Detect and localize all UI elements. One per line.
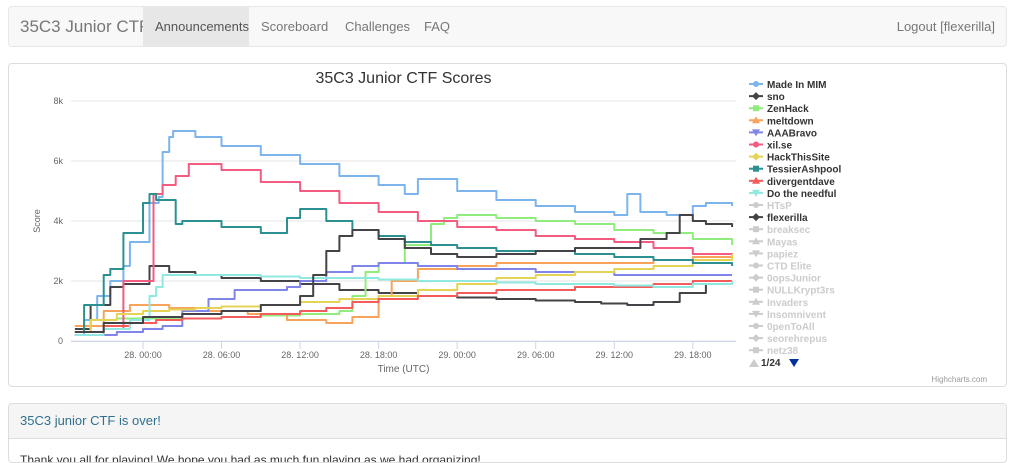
logout-link[interactable]: Logout [flexerilla] — [896, 19, 995, 34]
y-tick-label: 6k — [53, 156, 63, 166]
legend-page-indicator: 1/24 — [761, 358, 781, 369]
series-line-9[interactable] — [74, 274, 734, 336]
legend-item[interactable]: Made In MIM — [767, 80, 826, 91]
legend-item[interactable]: seorehrepus — [767, 334, 827, 345]
legend-item[interactable]: Do the needful — [767, 189, 837, 200]
series-line-3[interactable] — [74, 256, 733, 327]
x-tick-label: 28. 18:00 — [360, 350, 398, 360]
legend-item[interactable]: ZenHack — [767, 104, 809, 115]
announcement-heading: 35C3 junior CTF is over! — [9, 404, 1006, 439]
legend-marker — [752, 273, 760, 282]
legend-item[interactable]: CTD Elite — [767, 262, 812, 273]
scores-chart: 35C3 Junior CTF Scores 0 2k 4k 6k 8k 28. 00:00… — [32, 70, 987, 384]
legend-marker — [753, 165, 759, 172]
y-axis-title: Score — [32, 209, 42, 233]
announcement-body: Thank you all for playing! We hope you h… — [20, 453, 481, 463]
legend-marker — [752, 116, 760, 124]
x-tick-label: 28. 06:00 — [203, 350, 241, 360]
legend-marker — [753, 347, 759, 354]
legend-item[interactable]: sno — [767, 92, 785, 103]
nav-announcements[interactable]: Announcements — [143, 7, 249, 46]
legend-marker — [752, 237, 760, 245]
legend-marker — [752, 310, 760, 318]
legend-marker — [753, 323, 759, 329]
legend-marker — [753, 105, 759, 112]
legend-item[interactable]: 0opsJunior — [767, 274, 821, 285]
legend-marker — [753, 141, 759, 148]
series-line-7[interactable] — [74, 193, 734, 333]
legend-marker — [752, 250, 760, 258]
legend-marker — [753, 262, 759, 269]
legend-marker — [752, 334, 760, 343]
x-tick-label: 29. 06:00 — [517, 350, 555, 360]
chart-title: 35C3 Junior CTF Scores — [315, 70, 491, 87]
legend-marker — [752, 92, 760, 101]
y-tick-label: 0 — [58, 336, 63, 346]
series-line-5[interactable] — [74, 163, 734, 336]
x-tick-label: 29. 00:00 — [438, 350, 476, 360]
announcement-panel: 35C3 junior CTF is over! Thank you all f… — [8, 403, 1007, 463]
legend-marker — [753, 81, 759, 87]
legend-item[interactable]: breaksec — [767, 225, 811, 236]
y-tick-label: 4k — [53, 216, 63, 226]
series-line-2[interactable] — [74, 214, 734, 333]
legend-item[interactable]: HackThisSite — [767, 153, 830, 164]
scores-chart-panel: 35C3 Junior CTF Scores 0 2k 4k 6k 8k 28. 00:00… — [8, 63, 1007, 387]
legend-item[interactable]: NULLKrypt3rs — [767, 286, 835, 297]
legend-marker — [752, 129, 760, 137]
x-axis-title: Time (UTC) — [378, 364, 430, 375]
legend-prev-arrow[interactable] — [749, 359, 759, 367]
legend-item[interactable]: papiez — [767, 249, 798, 260]
legend-item[interactable]: AAABravo — [767, 128, 817, 139]
legend-marker — [752, 213, 760, 222]
legend-item[interactable]: netz38 — [767, 346, 799, 357]
legend-item[interactable]: Invaders — [767, 298, 809, 309]
navbar: 35C3 Junior CTF Announcements Scoreboard… — [8, 6, 1007, 47]
highcharts-credits[interactable]: Highcharts.com — [931, 375, 987, 384]
legend-marker — [752, 297, 760, 305]
legend-item[interactable]: HTsP — [767, 201, 792, 212]
brand-link[interactable]: 35C3 Junior CTF — [20, 17, 150, 36]
legend-item[interactable]: Mayas — [767, 237, 798, 248]
nav-challenges[interactable]: Challenges — [345, 19, 411, 34]
legend-marker — [753, 202, 759, 208]
legend-marker — [752, 152, 760, 161]
legend-marker — [752, 176, 760, 184]
legend-item[interactable]: Insomnivent — [767, 310, 827, 321]
x-tick-label: 28. 00:00 — [124, 350, 162, 360]
legend-next-arrow[interactable] — [789, 359, 799, 367]
legend-marker — [753, 226, 759, 233]
legend-marker — [753, 286, 759, 293]
series-line-4[interactable] — [74, 262, 733, 336]
x-tick-label: 29. 12:00 — [595, 350, 633, 360]
nav-faq[interactable]: FAQ — [424, 19, 451, 34]
series-line-11[interactable] — [74, 214, 734, 333]
nav-scoreboard[interactable]: Scoreboard — [261, 19, 329, 34]
y-tick-label: 8k — [53, 96, 63, 106]
legend-item[interactable]: 0penToAll — [767, 322, 815, 333]
x-tick-label: 29. 18:00 — [674, 350, 712, 360]
legend-item[interactable]: TessierAshpool — [767, 165, 841, 176]
y-tick-label: 2k — [53, 276, 63, 286]
x-tick-label: 28. 12:00 — [281, 350, 319, 360]
legend-item[interactable]: xil.se — [767, 141, 792, 152]
legend-item[interactable]: meltdown — [767, 116, 814, 127]
legend-item[interactable]: divergentdave — [767, 177, 835, 188]
series-line-0[interactable] — [74, 130, 734, 336]
series-line-8[interactable] — [74, 280, 733, 333]
legend-item[interactable]: flexerilla — [767, 213, 808, 224]
legend-marker — [752, 189, 760, 197]
